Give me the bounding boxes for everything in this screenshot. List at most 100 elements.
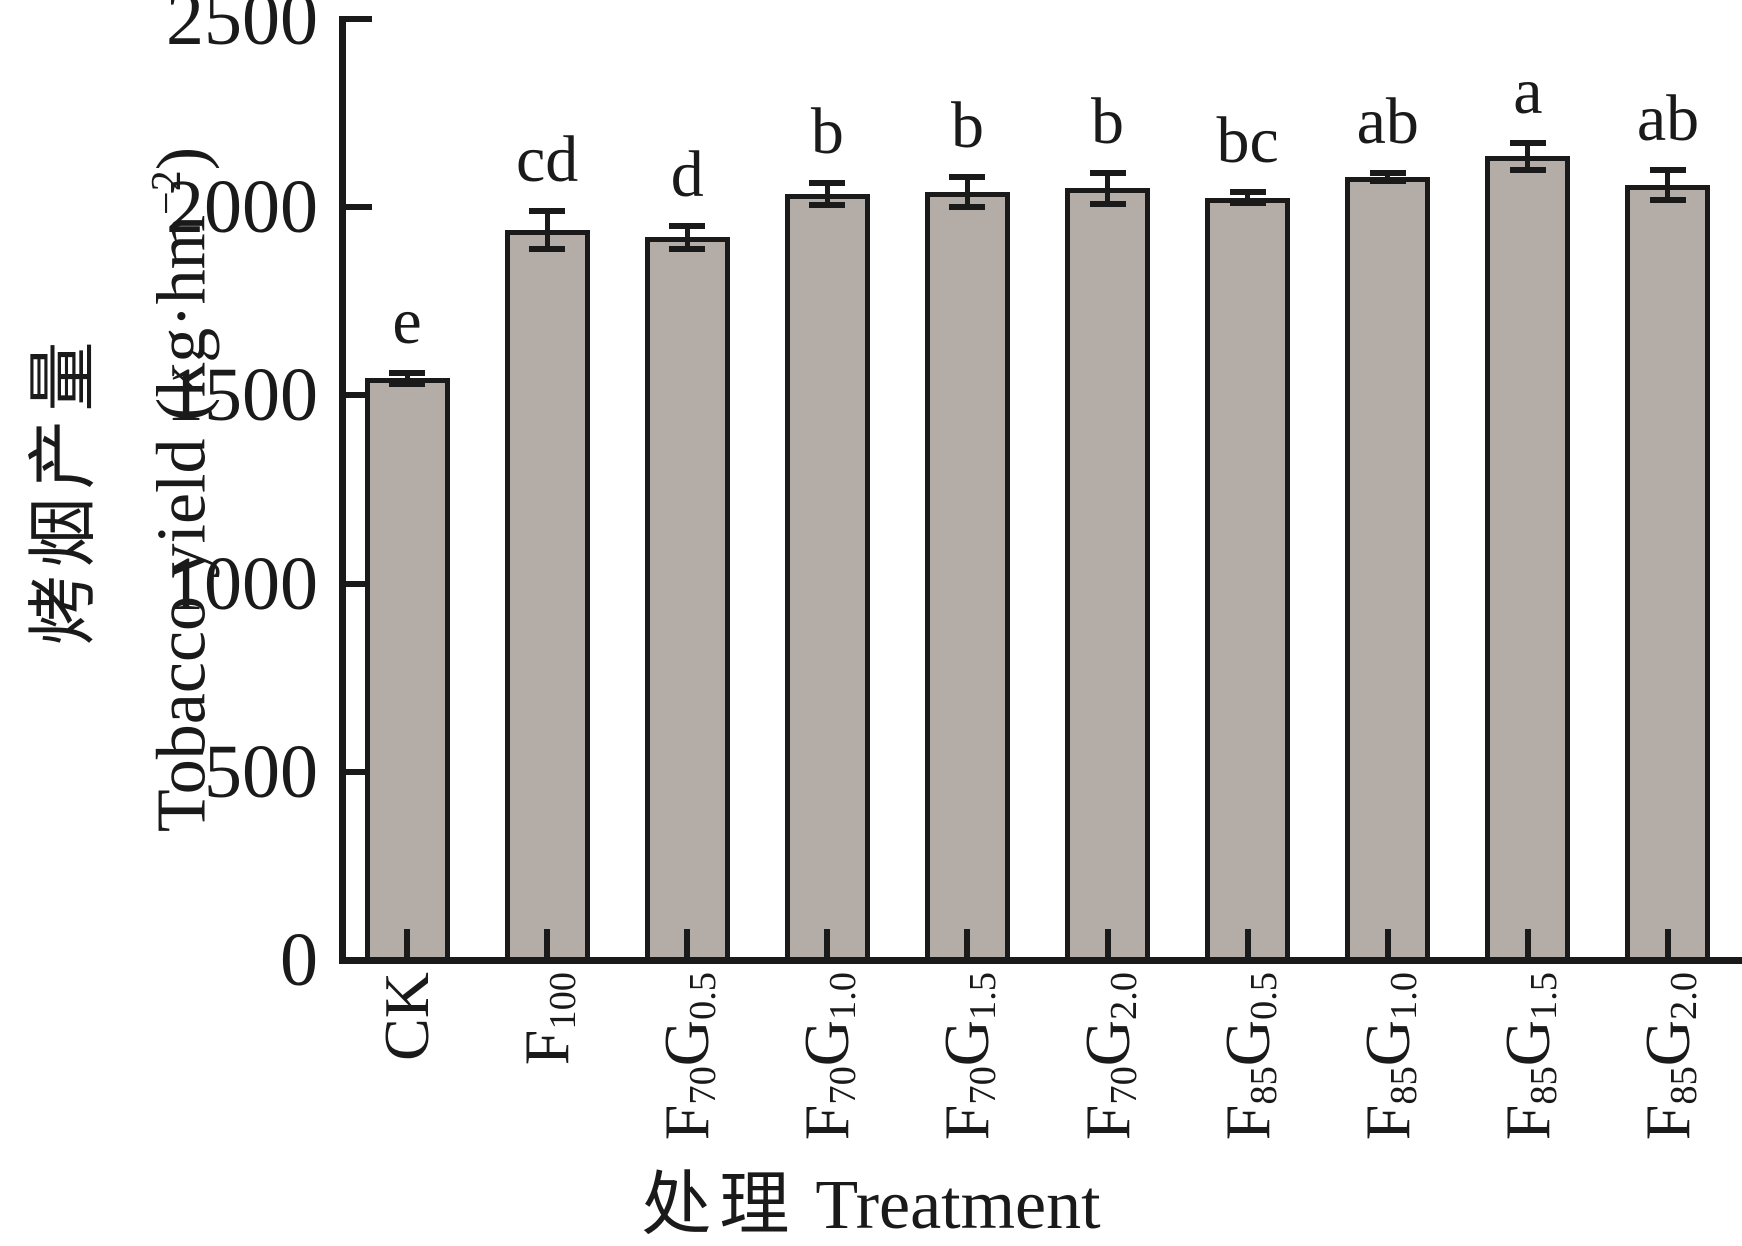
x-tick-label-text: G (931, 1020, 1003, 1067)
error-bar-cap (1089, 169, 1126, 176)
x-tick-label-text: F (1631, 1104, 1703, 1141)
x-tick-label-subscript: 0.5 (682, 972, 725, 1020)
x-tick-label-text: G (1071, 1020, 1143, 1067)
y-axis-line (339, 16, 346, 964)
y-tick-label: 500 (204, 729, 318, 814)
x-tick-label-text: CK (371, 972, 442, 1061)
y-axis-title-cn: 烤烟产量 (26, 333, 103, 646)
x-tick-label-subscript: 85 (1662, 1066, 1705, 1105)
x-tick (1524, 929, 1531, 957)
x-tick-label-text: F (511, 1029, 583, 1066)
error-bar-cap (1229, 200, 1266, 207)
error-bar-cap (1369, 170, 1406, 177)
x-tick-label-subscript: 70 (822, 1066, 865, 1105)
x-tick-label-subscript: 85 (1522, 1066, 1565, 1105)
error-bar-cap (809, 202, 846, 209)
error-bar (404, 372, 410, 385)
sig-letter: b (1091, 84, 1125, 158)
error-bar-cap (1229, 189, 1266, 196)
x-tick-label-subscript: 2.0 (1662, 972, 1705, 1020)
x-axis-title-en: Treatment (815, 1167, 1101, 1244)
error-bar-cap (949, 204, 986, 211)
bar (644, 237, 730, 964)
error-bar (684, 226, 690, 249)
error-bar (1245, 192, 1251, 204)
x-tick (1384, 929, 1391, 957)
x-tick (684, 929, 691, 957)
error-bar-cap (809, 179, 846, 186)
error-bar-cap (1509, 166, 1546, 173)
bar (924, 192, 1010, 964)
x-tick-label-text: F (1491, 1104, 1563, 1141)
x-tick-label-text: G (1351, 1020, 1423, 1067)
x-tick-label-text: G (791, 1020, 863, 1067)
bar (1625, 184, 1711, 964)
error-bar (1105, 172, 1111, 205)
y-tick (346, 392, 372, 399)
bar (1065, 188, 1151, 964)
x-tick-label-subscript: 70 (1102, 1066, 1145, 1105)
bar (1205, 197, 1291, 964)
bar (504, 229, 590, 964)
error-bar (1385, 173, 1391, 181)
error-bar-cap (389, 381, 425, 388)
sig-letter: d (670, 138, 704, 212)
error-bar-cap (1649, 196, 1686, 203)
x-tick-label-subscript: 1.0 (1382, 972, 1425, 1020)
y-tick-label: 0 (280, 918, 318, 1002)
error-bar (544, 210, 550, 249)
error-bar (1665, 169, 1671, 200)
y-tick-label: 2000 (166, 165, 318, 250)
error-bar-cap (1509, 139, 1546, 146)
error-bar-cap (1089, 201, 1126, 208)
error-bar (824, 182, 830, 206)
sig-letter: ab (1636, 81, 1700, 155)
error-bar (964, 177, 970, 208)
y-tick-label: 1500 (166, 353, 318, 438)
error-bar-cap (389, 369, 425, 376)
y-tick-label: 2500 (166, 0, 318, 61)
x-tick (1244, 929, 1251, 957)
x-tick-label-text: F (1351, 1104, 1423, 1141)
sig-letter: a (1513, 54, 1543, 128)
bar (784, 194, 870, 964)
error-bar-cap (529, 207, 566, 214)
y-tick (346, 204, 372, 211)
x-tick-label-subscript: 70 (962, 1066, 1005, 1105)
error-bar-cap (669, 223, 706, 230)
y-tick-label: 1000 (166, 541, 318, 626)
x-axis-title: 处理 Treatment (0, 1168, 1742, 1244)
error-bar-cap (669, 245, 706, 252)
error-bar-cap (1649, 166, 1686, 173)
x-tick-label-subscript: 70 (682, 1066, 725, 1105)
error-bar (1525, 142, 1531, 170)
x-tick-label-text: F (931, 1104, 1003, 1141)
y-tick (346, 580, 372, 587)
y-tick (346, 16, 372, 22)
x-tick-label-text: F (651, 1104, 723, 1141)
sig-letter: e (392, 284, 422, 358)
x-axis-line (339, 957, 1742, 964)
x-tick-label-subscript: 1.5 (962, 972, 1005, 1020)
error-bar-cap (949, 174, 986, 181)
error-bar-cap (1369, 177, 1406, 184)
x-tick (824, 929, 831, 957)
x-tick-label-text: G (651, 1020, 723, 1067)
x-axis-title-cn: 处理 (641, 1167, 798, 1244)
x-tick-label-text: G (1631, 1020, 1703, 1067)
x-tick-label-subscript: 85 (1242, 1066, 1285, 1105)
x-tick-label-text: G (1211, 1020, 1283, 1067)
x-tick-label-text: F (791, 1104, 863, 1141)
y-axis-title: 烤烟产量 Tobacco yield (kg·hm−2) (15, 19, 230, 960)
y-axis-unit-superscript: −2 (144, 170, 190, 215)
sig-letter: b (810, 94, 844, 168)
x-tick-label-subscript: 2.0 (1102, 972, 1145, 1020)
bar (364, 378, 450, 964)
x-tick-label-subscript: 0.5 (1242, 972, 1285, 1020)
y-axis-title-en: Tobacco yield (kg·hm−2) (143, 146, 221, 833)
x-tick (964, 929, 971, 957)
x-tick (1664, 929, 1671, 957)
bar (1485, 156, 1571, 964)
x-tick-label-subscript: 1.0 (822, 972, 865, 1020)
